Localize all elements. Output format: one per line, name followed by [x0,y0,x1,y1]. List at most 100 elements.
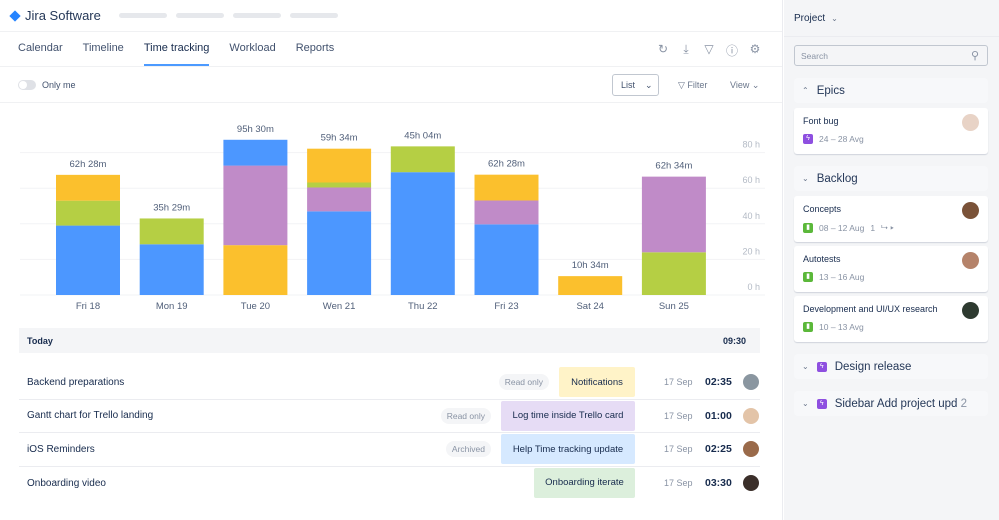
bar-total-label: 10h 34m [572,260,609,271]
subtask-icon: ⮡ ▸ [881,222,895,232]
bar-segment-green [56,200,120,226]
row-name: Backend preparations [27,376,125,388]
design-release-section[interactable]: ⌄ ϟ Design release [794,354,988,379]
tab-timeline[interactable]: Timeline [82,42,124,54]
card-title: Autotests [803,254,841,264]
tab-time-tracking[interactable]: Time tracking [143,32,210,66]
list-select-value: List [621,80,636,90]
project-select[interactable]: Project ⌄ [784,0,999,37]
status-badge: Read only [498,374,549,391]
card-font-bug[interactable]: Font bug ϟ 24 – 28 Avg [794,108,988,154]
search-placeholder: Search [801,51,828,61]
worklog-row[interactable]: iOS Reminders Archived Help Time tracking … [19,433,760,467]
filter-button[interactable]: ▽ Filter [678,80,707,91]
avatar [743,374,759,391]
bar-total-label: 45h 04m [404,130,441,141]
row-name: Onboarding video [27,477,106,489]
task-chip[interactable]: Log time inside Trello card [501,400,635,431]
card-autotests[interactable]: Autotests ▮ 13 – 16 Aug [794,246,988,292]
row-date: 17 Sep [664,478,693,489]
project-sidebar: Project ⌄ Search ⚲ ⌃ Epics Font bug ϟ 24 – 2… [784,0,999,520]
row-time: 01:00 [705,409,732,422]
worklog-row[interactable]: Gantt chart for Trello landing Read only L… [19,400,760,433]
filter-label: Filter [687,80,708,90]
bar-total-label: 95h 30m [237,124,274,135]
bar-segment-green [307,182,372,188]
row-date: 17 Sep [664,444,693,455]
y-tick-label: 0 h [747,282,760,292]
card-dates: 08 – 12 Aug [819,222,865,233]
search-input[interactable]: Search ⚲ [794,45,988,66]
task-chip[interactable]: Onboarding iterate [534,467,635,498]
avatar [962,114,979,131]
task-chip[interactable]: Help Time tracking update [501,434,635,464]
placeholder-nav [232,13,281,18]
jira-logo[interactable]: Jira Software [8,8,101,23]
worklog-row[interactable]: Backend preparations Read only Notificatio… [19,366,760,400]
settings-icon[interactable]: ⚙ [749,42,761,56]
bar-total-label: 62h 28m [488,159,525,170]
card-concepts[interactable]: Concepts ▮ 08 – 12 Aug 1 ⮡ ▸ [794,196,988,242]
filter-icon[interactable]: ▽ [704,42,714,56]
section-label: Sidebar Add project upd [834,397,958,410]
help-icon[interactable]: ⓘ [725,44,738,58]
today-total: 09:30 [722,335,746,346]
download-icon[interactable]: ⤓ [683,42,689,56]
bar-segment-blue [474,224,539,295]
x-tick-label: Fri 18 [76,301,100,312]
chevron-down-icon: ⌄ [751,80,760,90]
view-button[interactable]: View ⌄ [730,80,759,91]
project-label: Project [794,12,826,24]
tab-bar: Calendar Timeline Time tracking Workload… [0,32,782,67]
app-title: Jira Software [25,8,101,23]
section-count: 2 [960,397,968,410]
backlog-section[interactable]: ⌄ Backlog [794,166,988,191]
app-header: Jira Software [0,0,782,32]
main-panel: Jira Software Calendar Timeline Time tra… [0,0,783,520]
only-me-toggle[interactable] [18,79,36,90]
bar-segment-purple [641,176,706,253]
bar-segment-green [641,252,706,295]
status-badge: Archived [445,441,491,458]
bar-segment-blue [223,139,288,166]
card-title: Font bug [803,116,839,126]
chevron-down-icon: ⌄ [802,362,809,371]
section-label: Design release [834,360,912,373]
status-badge: Read only [440,407,491,424]
task-chip[interactable]: Notifications [559,367,635,397]
story-icon: ▮ [803,272,813,282]
avatar [743,407,759,424]
bar-segment-green [139,218,204,245]
bar-segment-blue [390,172,455,295]
row-time: 02:25 [705,443,732,456]
card-dates: 10 – 13 Avg [819,322,864,332]
subtask-count: 1 [870,222,876,233]
tab-workload[interactable]: Workload [229,42,276,54]
bar-total-label: 62h 28m [70,159,107,170]
tab-reports[interactable]: Reports [295,42,335,54]
section-label: Backlog [816,172,858,185]
row-date: 17 Sep [664,377,693,388]
refresh-icon[interactable]: ↻ [657,42,669,56]
card-dates: 13 – 16 Aug [819,272,865,282]
bar-segment-yellow [474,174,539,201]
sidebar-update-section[interactable]: ⌄ ϟ Sidebar Add project upd 2 [794,391,988,416]
y-tick-label: 60 h [742,175,760,185]
x-tick-label: Mon 19 [156,301,188,312]
time-chart: 0 h 20 h 40 h 60 h 80 h 62h 28m Fri 18 35h 29m M… [20,124,765,312]
bar-segment-purple [223,165,288,246]
bar-segment-blue [139,244,204,295]
section-label: Epics [816,84,845,97]
card-title: Concepts [803,204,842,214]
avatar [743,441,759,458]
list-select[interactable]: List ⌄ [612,74,659,96]
worklog-row[interactable]: Onboarding video Onboarding iterate 17 Sep… [19,467,760,501]
today-header: Today 09:30 [19,328,760,353]
epics-section[interactable]: ⌃ Epics [794,78,988,103]
card-dates: 24 – 28 Avg [819,134,864,144]
card-development-research[interactable]: Development and UI/UX research ▮ 10 – 13 … [794,296,988,342]
bar-total-label: 59h 34m [321,133,358,144]
tab-calendar[interactable]: Calendar [18,42,63,54]
bar-segment-blue [307,211,372,295]
x-tick-label: Fri 23 [494,301,518,312]
